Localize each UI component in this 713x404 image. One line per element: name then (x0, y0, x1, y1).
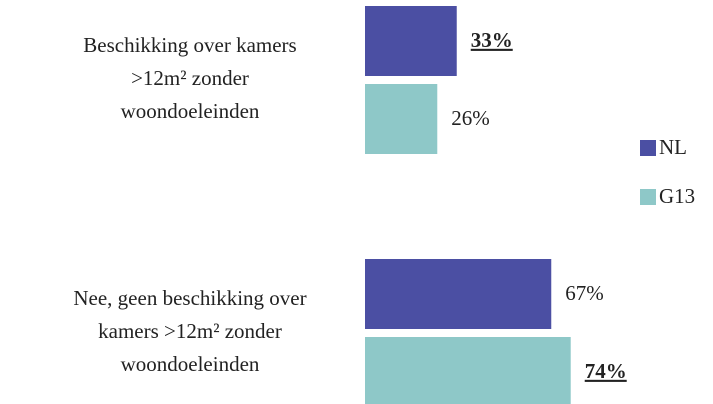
value-label: 26% (451, 106, 490, 130)
category-label: Beschikking over kamers >12m² zonder woond… (83, 33, 296, 123)
legend-swatch (640, 189, 656, 205)
legend-label: NL (659, 135, 687, 159)
category-line: >12m² zonder (131, 66, 249, 90)
category-line: Beschikking over kamers (83, 33, 296, 57)
category-line: Nee, geen beschikking over (73, 286, 306, 310)
category-line: woondoeleinden (121, 99, 260, 123)
value-label: 67% (565, 281, 604, 305)
bar (365, 337, 571, 404)
value-label: 33% (471, 28, 513, 52)
value-label: 74% (585, 359, 627, 383)
category-line: woondoeleinden (121, 352, 260, 376)
bar (365, 6, 457, 76)
bar (365, 259, 552, 329)
category-line: kamers >12m² zonder (98, 319, 282, 343)
category-label: Nee, geen beschikking over kamers >12m² z… (73, 286, 306, 376)
legend-swatch (640, 140, 656, 156)
bar (365, 84, 438, 154)
legend-label: G13 (659, 184, 695, 208)
